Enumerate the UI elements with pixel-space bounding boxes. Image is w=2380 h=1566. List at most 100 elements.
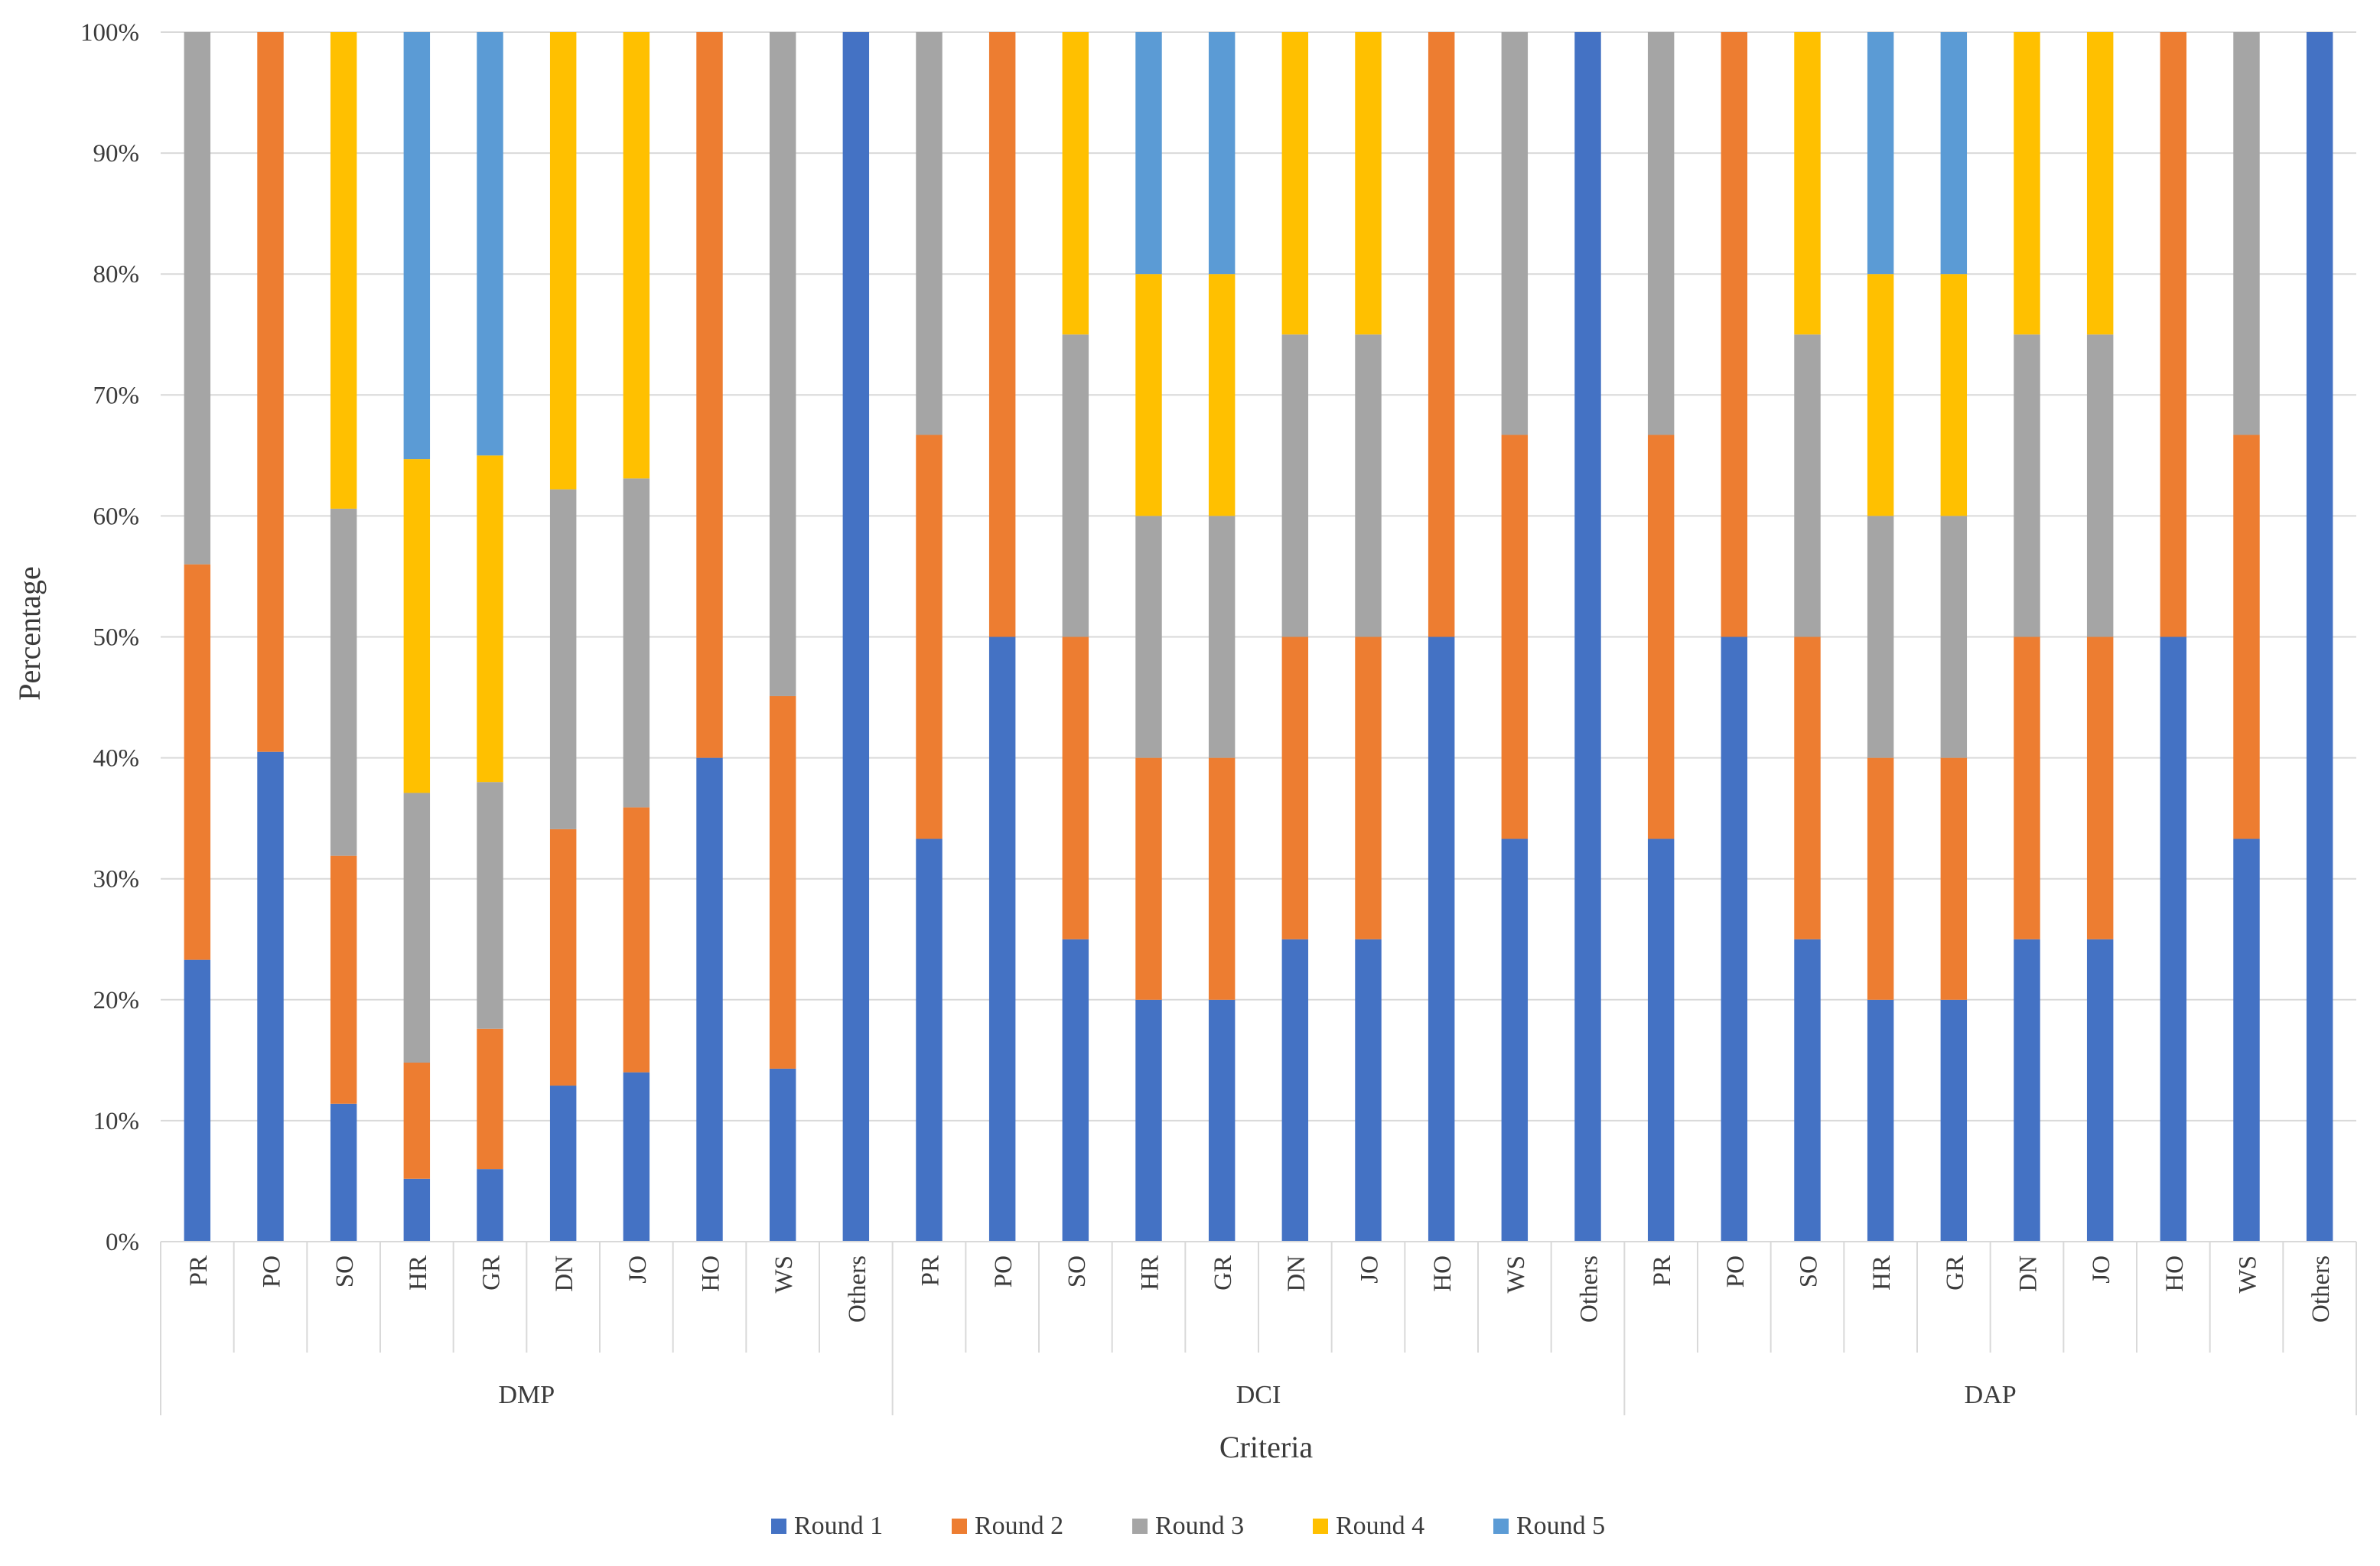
bar-segment [1867, 274, 1894, 516]
bar-segment [2160, 32, 2187, 637]
bar-segment [403, 1178, 431, 1242]
bar-segment [769, 32, 796, 696]
bar-segment [1794, 939, 1821, 1242]
bar-segment [403, 32, 431, 460]
bar-segment [1135, 32, 1162, 275]
bar-segment [623, 478, 650, 808]
bar-segment [1135, 516, 1162, 758]
bar-segment [1062, 636, 1089, 939]
bar-segment [549, 1086, 577, 1242]
bar-segment [2086, 32, 2114, 335]
bar-segment [1281, 636, 1309, 939]
bar-segment [1208, 757, 1236, 1000]
y-tick-label: 0% [106, 1229, 139, 1256]
bar-segment [1208, 516, 1236, 758]
bar-segment [1940, 999, 1968, 1242]
x-tick-label: WS [770, 1255, 798, 1294]
bar-segment [1281, 939, 1309, 1242]
y-tick-label: 50% [93, 624, 140, 652]
bar-segment [1062, 939, 1089, 1242]
bar-segment [1428, 636, 1455, 1242]
bar-segment [1794, 334, 1821, 637]
bar-segment [184, 32, 211, 565]
legend-swatch [1132, 1519, 1148, 1534]
x-tick-label: HR [1137, 1255, 1164, 1291]
bar-segment [988, 32, 1016, 637]
bar-segment [184, 564, 211, 960]
x-tick-label: WS [1503, 1255, 1530, 1294]
bar-segment [1062, 334, 1089, 637]
bar-segment [403, 1063, 431, 1179]
x-tick-label: DN [1283, 1255, 1310, 1292]
legend-swatch [1493, 1519, 1509, 1534]
bar-segment [1355, 636, 1382, 939]
bar-segment [1940, 274, 1968, 516]
x-tick-label: PR [1649, 1255, 1676, 1286]
bar-segment [1940, 757, 1968, 1000]
bar-segment [1281, 32, 1309, 335]
x-tick-label: HR [1868, 1255, 1896, 1291]
x-tick-label: DN [551, 1255, 578, 1292]
bar-segment [769, 1068, 796, 1242]
bar-segment [330, 32, 357, 509]
x-tick-label: SO [1063, 1255, 1091, 1288]
gridlines [161, 31, 2356, 1242]
legend-swatch [952, 1519, 967, 1534]
bar-segment [623, 1072, 650, 1242]
bar-segment [1355, 32, 1382, 335]
y-axis-title: Percentage [12, 566, 47, 700]
bar-segment [916, 838, 943, 1242]
bar-segment [1355, 334, 1382, 637]
y-tick-label: 20% [93, 987, 140, 1014]
bar-segment [1135, 757, 1162, 1000]
bar-segment [477, 1169, 503, 1242]
bar-segment [696, 757, 723, 1242]
x-tick-label: JO [624, 1255, 652, 1284]
x-tick-label: PR [185, 1255, 213, 1286]
bar-segment [2233, 435, 2260, 839]
bar-segment [842, 32, 870, 1242]
bar-segment [988, 636, 1016, 1242]
bar-segment [1062, 32, 1089, 335]
x-tick-label: Others [2307, 1255, 2335, 1323]
x-tick-label: SO [1796, 1255, 1823, 1288]
bar-segment [623, 807, 650, 1073]
bar-segment [549, 829, 577, 1086]
x-tick-label: Others [844, 1255, 871, 1323]
x-tick-label: HO [2161, 1255, 2189, 1292]
y-tick-label: 70% [93, 382, 140, 409]
legend-label: Round 5 [1516, 1512, 1605, 1540]
bar-segment [477, 782, 503, 1029]
bar-segment [2306, 32, 2333, 1242]
bar-segment [1208, 274, 1236, 516]
bar-segment [2086, 334, 2114, 637]
bar-segment [769, 695, 796, 1069]
bar-segment [623, 32, 650, 479]
bar-segment [257, 751, 284, 1242]
bar-segment [2014, 636, 2040, 939]
bar-segment [696, 32, 723, 758]
bar-segment [1501, 838, 1529, 1242]
bar-segment [1574, 32, 1601, 1242]
bar-segment [1867, 999, 1894, 1242]
bar-segment [2086, 939, 2114, 1242]
x-tick-label: GR [478, 1255, 506, 1291]
bar-segment [257, 32, 284, 752]
x-tick-label: HO [698, 1255, 725, 1292]
bar-segment [330, 855, 357, 1104]
bar-segment [1281, 334, 1309, 637]
bar-segment [1721, 32, 1748, 637]
bar-segment [2233, 838, 2260, 1242]
bar-segment [403, 459, 431, 793]
x-tick-label: GR [1210, 1255, 1237, 1291]
bar-segment [549, 32, 577, 490]
x-tick-label: PO [259, 1255, 286, 1288]
x-tick-label: WS [2235, 1255, 2262, 1294]
group-label: DAP [1965, 1381, 2017, 1409]
bar-segment [2233, 32, 2260, 435]
bar-segment [2014, 32, 2040, 335]
y-tick-label: 80% [93, 261, 140, 288]
legend-label: Round 3 [1155, 1512, 1244, 1540]
